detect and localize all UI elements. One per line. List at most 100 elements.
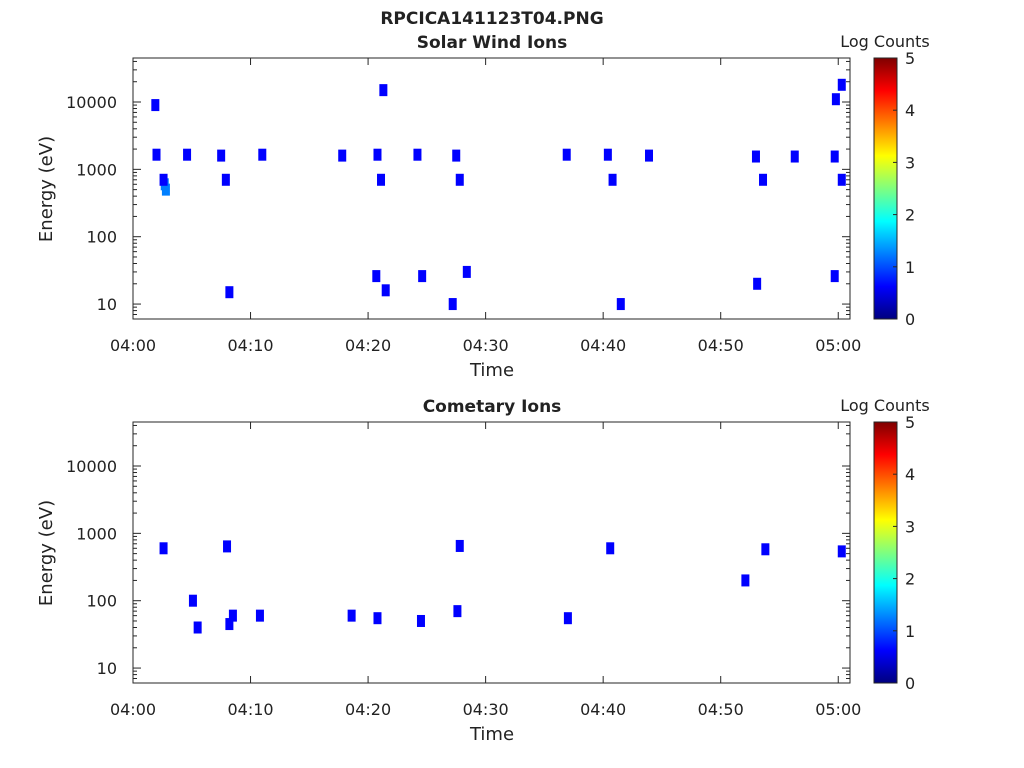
cometary-colorbar-ticks: 0 1 2 3 4 5 bbox=[893, 413, 915, 693]
data-cell bbox=[183, 148, 192, 161]
data-cell bbox=[455, 173, 464, 186]
data-cell bbox=[347, 609, 356, 622]
data-cell bbox=[151, 99, 160, 112]
data-cell bbox=[603, 148, 612, 161]
data-cell bbox=[455, 539, 464, 552]
cometary-colorbar-label: Log Counts bbox=[840, 396, 930, 415]
data-cell bbox=[562, 148, 571, 161]
colorbar-tick-label: 2 bbox=[905, 206, 915, 225]
x-tick-label: 04:10 bbox=[227, 700, 273, 719]
figure-title: RPCICA141123T04.PNG bbox=[380, 9, 603, 29]
colorbar-tick-label: 3 bbox=[905, 517, 915, 536]
data-cell bbox=[217, 149, 226, 162]
solar-wind-title: Solar Wind Ions bbox=[417, 33, 568, 53]
data-cell bbox=[225, 286, 234, 299]
x-tick-label: 04:10 bbox=[227, 336, 273, 355]
y-tick-label: 100 bbox=[86, 592, 117, 611]
data-cell bbox=[373, 612, 382, 625]
y-tick-label: 100 bbox=[86, 228, 117, 247]
data-cell bbox=[221, 173, 230, 186]
data-cell bbox=[830, 150, 839, 163]
data-cell bbox=[188, 594, 197, 607]
colorbar-tick-label: 0 bbox=[905, 310, 915, 329]
data-cell bbox=[418, 270, 427, 283]
y-tick-label: 10 bbox=[97, 659, 117, 678]
y-tick-label: 10000 bbox=[66, 93, 117, 112]
data-cell bbox=[753, 277, 762, 290]
colorbar-tick-label: 0 bbox=[905, 674, 915, 693]
data-cell bbox=[616, 298, 625, 311]
data-cell bbox=[159, 542, 168, 555]
data-cell bbox=[228, 609, 237, 622]
data-cell bbox=[831, 93, 840, 106]
cometary-colorbar bbox=[873, 421, 898, 684]
data-cell bbox=[645, 149, 654, 162]
data-cell bbox=[462, 265, 471, 278]
cometary-plot-frame bbox=[132, 421, 851, 684]
x-tick-label: 04:40 bbox=[580, 700, 626, 719]
data-cell bbox=[338, 149, 347, 162]
data-cell bbox=[413, 148, 422, 161]
colorbar-tick-label: 2 bbox=[905, 570, 915, 589]
data-cell bbox=[759, 173, 768, 186]
solar-wind-plot-frame bbox=[132, 57, 851, 320]
x-tick-label: 04:50 bbox=[698, 336, 744, 355]
data-cell bbox=[741, 574, 750, 587]
data-cell bbox=[193, 621, 202, 634]
cometary-marks bbox=[159, 539, 846, 634]
cometary-x-label: Time bbox=[469, 724, 514, 745]
x-tick-label: 04:50 bbox=[698, 700, 744, 719]
data-cell bbox=[255, 609, 264, 622]
data-cell bbox=[830, 270, 839, 283]
x-tick-label: 05:00 bbox=[815, 700, 861, 719]
solar-wind-colorbar-label: Log Counts bbox=[840, 32, 930, 51]
cometary-y-ticks: 10 100 1000 10000 bbox=[66, 424, 850, 684]
data-cell bbox=[159, 173, 168, 186]
solar-wind-colorbar bbox=[873, 57, 898, 320]
cometary-panel: Cometary Ions 04:00 04:10 04:20 04:30 04:40 0… bbox=[36, 396, 930, 745]
data-cell bbox=[837, 78, 846, 91]
solar-wind-marks bbox=[151, 78, 846, 311]
solar-wind-y-ticks: 10 100 1000 10000 bbox=[66, 60, 850, 320]
data-cell bbox=[161, 183, 170, 196]
data-cell bbox=[837, 545, 846, 558]
colorbar-tick-label: 5 bbox=[905, 49, 915, 68]
data-cell bbox=[379, 84, 388, 97]
data-cell bbox=[223, 540, 232, 553]
x-tick-label: 04:30 bbox=[463, 700, 509, 719]
y-tick-label: 1000 bbox=[76, 160, 117, 179]
colorbar-tick-label: 5 bbox=[905, 413, 915, 432]
data-cell bbox=[608, 173, 617, 186]
y-tick-label: 1000 bbox=[76, 524, 117, 543]
data-cell bbox=[761, 543, 770, 556]
colorbar-tick-label: 1 bbox=[905, 622, 915, 641]
x-tick-label: 04:40 bbox=[580, 336, 626, 355]
data-cell bbox=[453, 605, 462, 618]
y-tick-label: 10 bbox=[97, 295, 117, 314]
x-tick-label: 04:20 bbox=[345, 700, 391, 719]
data-cell bbox=[373, 148, 382, 161]
data-cell bbox=[790, 150, 799, 163]
cometary-title: Cometary Ions bbox=[423, 397, 562, 417]
data-cell bbox=[152, 148, 161, 161]
x-tick-label: 04:20 bbox=[345, 336, 391, 355]
colorbar-tick-label: 3 bbox=[905, 153, 915, 172]
data-cell bbox=[837, 173, 846, 186]
solar-wind-colorbar-ticks: 0 1 2 3 4 5 bbox=[893, 49, 915, 329]
solar-wind-x-ticks: 04:00 04:10 04:20 04:30 04:40 04:50 05:00 bbox=[110, 58, 861, 355]
colorbar-tick-label: 1 bbox=[905, 258, 915, 277]
cometary-y-label: Energy (eV) bbox=[36, 500, 57, 606]
x-tick-label: 04:00 bbox=[110, 700, 156, 719]
solar-wind-x-label: Time bbox=[469, 360, 514, 381]
data-cell bbox=[751, 150, 760, 163]
x-tick-label: 05:00 bbox=[815, 336, 861, 355]
x-tick-label: 04:30 bbox=[463, 336, 509, 355]
y-tick-label: 10000 bbox=[66, 457, 117, 476]
solar-wind-panel: Solar Wind Ions 04:00 04:10 04:20 04:30 04:4… bbox=[36, 32, 930, 381]
data-cell bbox=[563, 612, 572, 625]
data-cell bbox=[448, 298, 457, 311]
x-tick-label: 04:00 bbox=[110, 336, 156, 355]
solar-wind-y-label: Energy (eV) bbox=[36, 136, 57, 242]
data-cell bbox=[225, 618, 234, 631]
